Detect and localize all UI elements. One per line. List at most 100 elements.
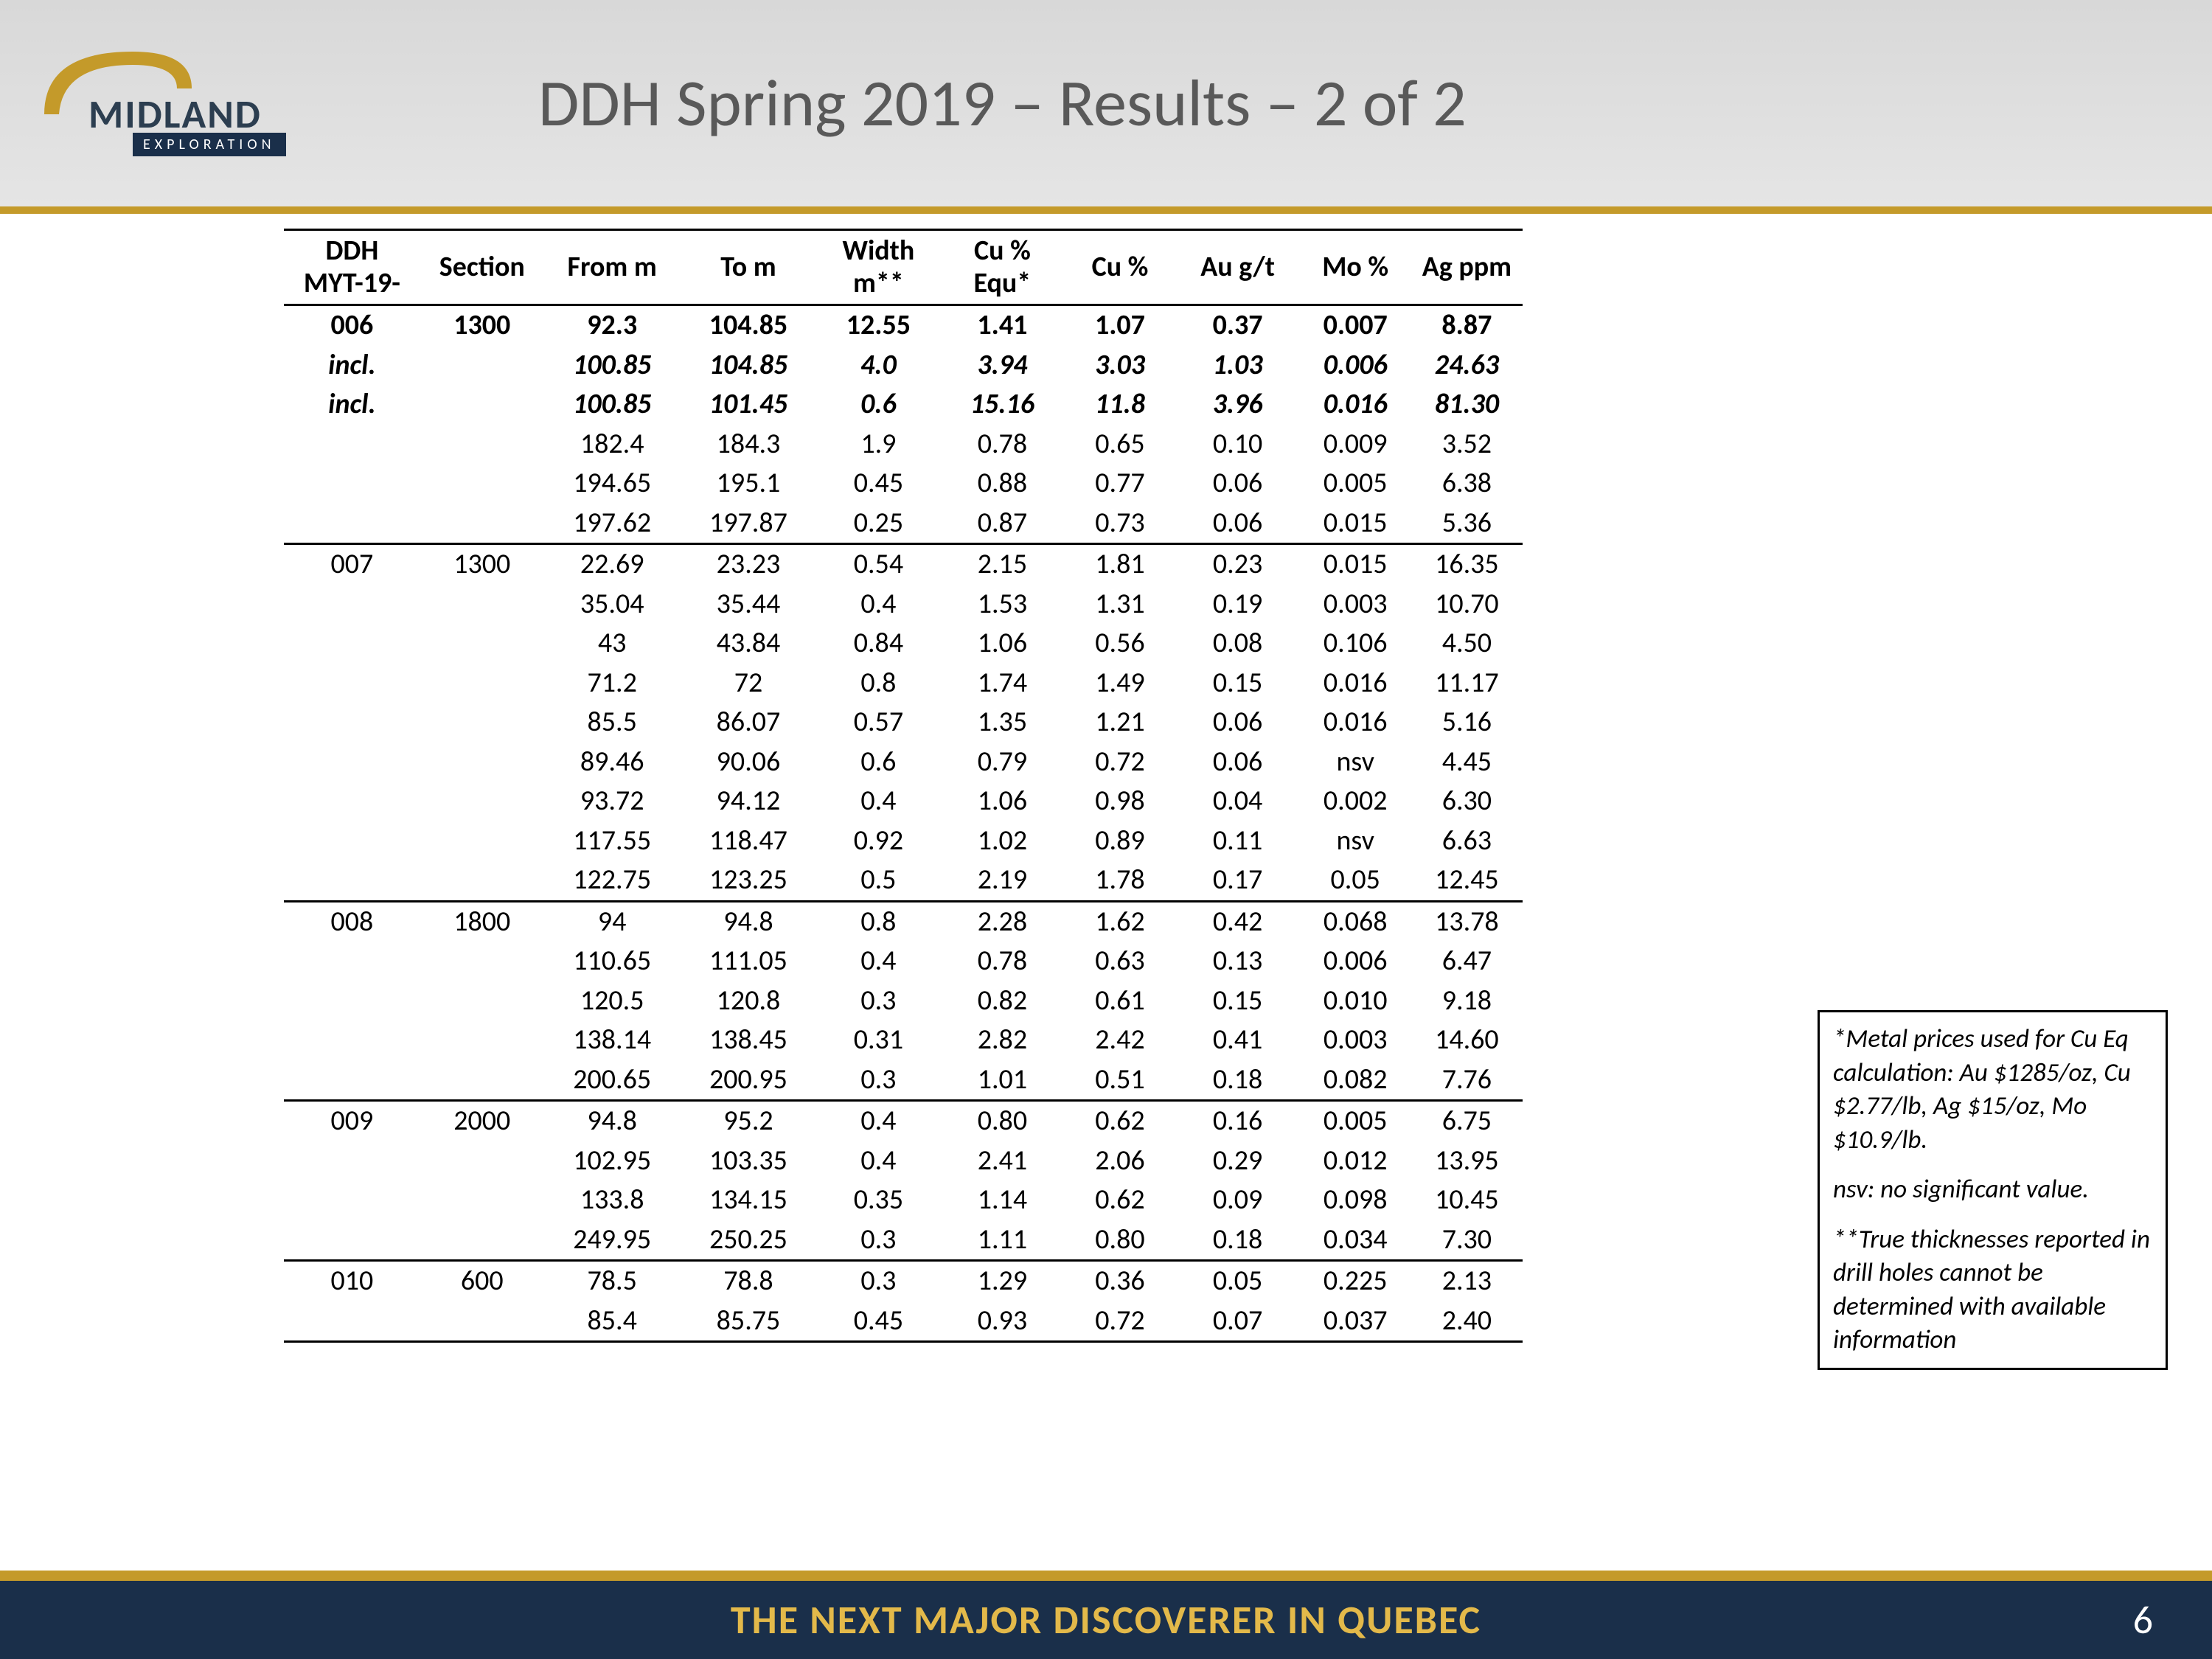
- table-cell: 94.12: [681, 782, 817, 821]
- table-cell: 118.47: [681, 821, 817, 861]
- table-cell: [420, 942, 544, 981]
- table-row: 85.485.750.450.930.720.070.0372.40: [284, 1301, 1523, 1342]
- column-header: Cu %Equ*: [940, 230, 1064, 305]
- table-cell: 008: [284, 901, 420, 942]
- table-cell: 2.06: [1064, 1141, 1175, 1181]
- table-cell: 0.88: [940, 464, 1064, 504]
- table-cell: 2.19: [940, 860, 1064, 901]
- table-row: 249.95250.250.31.110.800.180.0347.30: [284, 1220, 1523, 1261]
- table-row: 009200094.895.20.40.800.620.160.0056.75: [284, 1101, 1523, 1141]
- table-row: 4343.840.841.060.560.080.1064.50: [284, 624, 1523, 664]
- table-cell: 0.78: [940, 425, 1064, 465]
- table-cell: 0.73: [1064, 504, 1175, 544]
- table-cell: 0.37: [1176, 305, 1300, 346]
- table-row: 117.55118.470.921.020.890.11nsv6.63: [284, 821, 1523, 861]
- table-cell: 0.016: [1300, 664, 1411, 703]
- table-cell: [284, 504, 420, 544]
- table-cell: 0.082: [1300, 1060, 1411, 1101]
- table-cell: 009: [284, 1101, 420, 1141]
- table-cell: 94.8: [681, 901, 817, 942]
- table-cell: [284, 1020, 420, 1060]
- table-cell: 0.10: [1176, 425, 1300, 465]
- footer-accent-bar: [0, 1571, 2212, 1581]
- table-cell: 6.47: [1411, 942, 1523, 981]
- table-cell: 0.06: [1176, 504, 1300, 544]
- table-cell: 0.78: [940, 942, 1064, 981]
- table-cell: [284, 942, 420, 981]
- table-cell: 0.45: [816, 464, 940, 504]
- table-cell: 0.57: [816, 703, 940, 742]
- table-cell: [284, 1301, 420, 1342]
- table-cell: 1.53: [940, 585, 1064, 625]
- table-cell: 249.95: [544, 1220, 681, 1261]
- table-cell: 1.29: [940, 1261, 1064, 1301]
- table-cell: 1.35: [940, 703, 1064, 742]
- results-table: DDHMYT-19-SectionFrom mTo mWidthm**Cu %E…: [284, 229, 1523, 1343]
- table-cell: 138.14: [544, 1020, 681, 1060]
- table-cell: 0.4: [816, 1101, 940, 1141]
- table-cell: 15.16: [940, 385, 1064, 425]
- column-header: Au g/t: [1176, 230, 1300, 305]
- table-cell: 0.098: [1300, 1180, 1411, 1220]
- table-cell: 100.85: [544, 346, 681, 386]
- table-cell: 0.18: [1176, 1060, 1300, 1101]
- table-cell: 0.007: [1300, 305, 1411, 346]
- table-row: 93.7294.120.41.060.980.040.0026.30: [284, 782, 1523, 821]
- table-row: 200.65200.950.31.010.510.180.0827.76: [284, 1060, 1523, 1101]
- table-cell: 133.8: [544, 1180, 681, 1220]
- table-cell: 0.35: [816, 1180, 940, 1220]
- table-cell: 0.8: [816, 901, 940, 942]
- table-cell: [420, 664, 544, 703]
- table-cell: 1.41: [940, 305, 1064, 346]
- table-cell: 5.16: [1411, 703, 1523, 742]
- table-row: 110.65111.050.40.780.630.130.0066.47: [284, 942, 1523, 981]
- table-cell: 0.3: [816, 981, 940, 1021]
- table-cell: 1.07: [1064, 305, 1175, 346]
- table-cell: 71.2: [544, 664, 681, 703]
- table-cell: [284, 1220, 420, 1261]
- table-cell: 0.006: [1300, 346, 1411, 386]
- page-number: 6: [2133, 1596, 2153, 1644]
- table-cell: 85.5: [544, 703, 681, 742]
- table-cell: 103.35: [681, 1141, 817, 1181]
- content-area: DDHMYT-19-SectionFrom mTo mWidthm**Cu %E…: [0, 229, 2212, 1556]
- table-cell: [284, 464, 420, 504]
- table-cell: 1800: [420, 901, 544, 942]
- table-cell: 0.82: [940, 981, 1064, 1021]
- slide-footer: THE NEXT MAJOR DISCOVERER IN QUEBEC 6: [0, 1571, 2212, 1659]
- table-row: 35.0435.440.41.531.310.190.00310.70: [284, 585, 1523, 625]
- table-cell: 43: [544, 624, 681, 664]
- table-cell: [284, 585, 420, 625]
- table-cell: 182.4: [544, 425, 681, 465]
- table-cell: [420, 504, 544, 544]
- table-cell: 7.30: [1411, 1220, 1523, 1261]
- table-cell: 0.07: [1176, 1301, 1300, 1342]
- table-cell: 117.55: [544, 821, 681, 861]
- table-cell: 81.30: [1411, 385, 1523, 425]
- table-cell: 1.14: [940, 1180, 1064, 1220]
- table-cell: 12.55: [816, 305, 940, 346]
- table-cell: 10.70: [1411, 585, 1523, 625]
- table-cell: 3.52: [1411, 425, 1523, 465]
- table-cell: [420, 1180, 544, 1220]
- table-cell: 0.010: [1300, 981, 1411, 1021]
- table-cell: 4.0: [816, 346, 940, 386]
- slide-header: MIDLAND EXPLORATION DDH Spring 2019 – Re…: [0, 0, 2212, 206]
- table-cell: 6.38: [1411, 464, 1523, 504]
- table-cell: 0.19: [1176, 585, 1300, 625]
- table-cell: [284, 664, 420, 703]
- table-cell: 0.77: [1064, 464, 1175, 504]
- table-cell: 11.17: [1411, 664, 1523, 703]
- table-cell: 1.74: [940, 664, 1064, 703]
- table-cell: 95.2: [681, 1101, 817, 1141]
- table-cell: 0.29: [1176, 1141, 1300, 1181]
- table-cell: incl.: [284, 346, 420, 386]
- table-cell: 0.54: [816, 544, 940, 585]
- table-cell: 22.69: [544, 544, 681, 585]
- table-cell: [420, 1141, 544, 1181]
- table-cell: 1.06: [940, 782, 1064, 821]
- table-cell: [420, 1220, 544, 1261]
- table-cell: 0.015: [1300, 504, 1411, 544]
- table-cell: 0.25: [816, 504, 940, 544]
- table-cell: 104.85: [681, 346, 817, 386]
